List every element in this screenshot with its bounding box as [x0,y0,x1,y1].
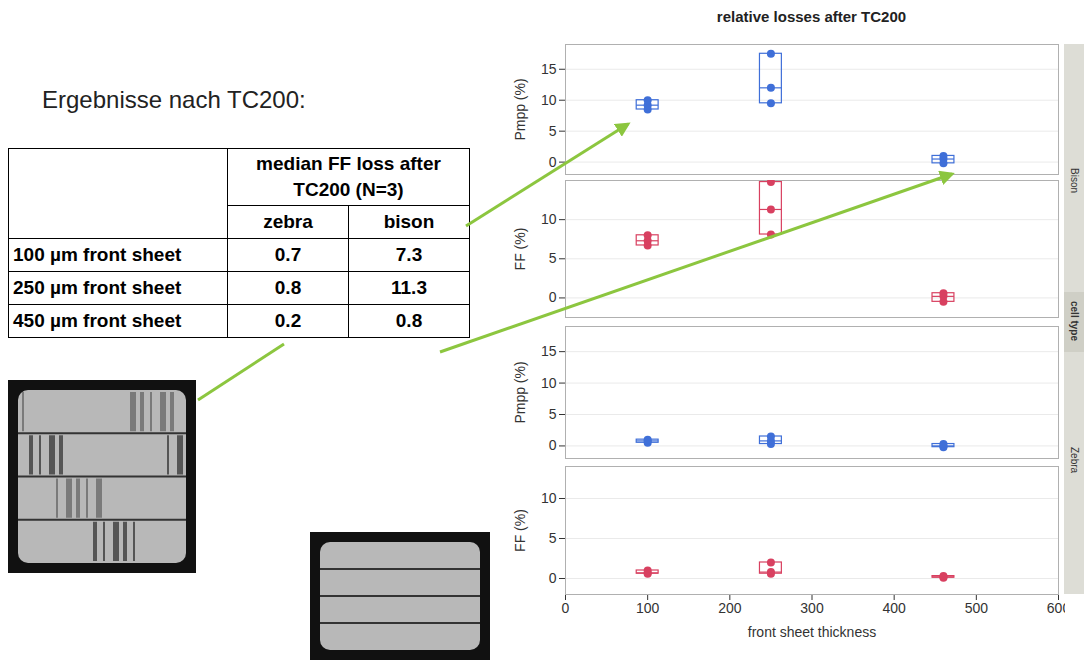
html-text:Zebra: Zebra [1069,446,1080,474]
svg-text:5: 5 [549,250,557,266]
svg-text:15: 15 [541,343,557,359]
svg-text:300: 300 [800,600,824,616]
svg-text:10: 10 [541,375,557,391]
html-text:0.8: 0.8 [395,310,423,331]
svg-text:10: 10 [541,92,557,108]
svg-text:500: 500 [965,600,989,616]
svg-text:5: 5 [549,123,557,139]
html-text:100 µm front sheet: 100 µm front sheet [13,244,182,265]
html-text:relative losses after TC200: relative losses after TC200 [716,8,907,25]
html-text:0.7: 0.7 [274,244,302,265]
svg-text:FF (%): FF (%) [512,509,528,552]
html-text:7.3: 7.3 [395,244,423,265]
svg-text:10: 10 [541,211,557,227]
svg-text:0: 0 [549,154,557,170]
svg-text:600: 600 [1047,600,1065,616]
svg-text:5: 5 [549,406,557,422]
svg-text:5: 5 [549,530,557,546]
svg-text:Pmpp (%): Pmpp (%) [512,361,528,423]
html-text:250 µm front sheet: 250 µm front sheet [13,277,182,298]
html-text:450 µm front sheet: 450 µm front sheet [13,310,182,331]
html-text:cell type: cell type [1069,301,1080,342]
svg-text:0: 0 [549,437,557,453]
html-text:bison: bison [383,211,435,232]
html-text:11.3: 11.3 [391,277,427,298]
svg-text:400: 400 [882,600,906,616]
svg-text:0: 0 [549,570,557,586]
html-text:median FF loss after TC200 (N=: median FF loss after TC200 (N=3) [256,153,441,200]
svg-text:15: 15 [541,61,557,77]
svg-text:200: 200 [718,600,742,616]
svg-text:FF (%): FF (%) [512,228,528,271]
html-text:Ergebnisse nach TC200:: Ergebnisse nach TC200: [42,86,306,113]
svg-text:100: 100 [636,600,660,616]
html-text:Bison: Bison [1069,168,1080,193]
svg-text:10: 10 [541,490,557,506]
svg-text:0: 0 [562,600,570,616]
svg-text:0: 0 [549,289,557,305]
html-text:0.2: 0.2 [274,310,302,331]
html-text:0.8: 0.8 [274,277,302,298]
svg-text:front sheet thickness: front sheet thickness [748,624,876,640]
html-text:zebra: zebra [263,211,313,232]
svg-text:Pmpp (%): Pmpp (%) [512,78,528,140]
